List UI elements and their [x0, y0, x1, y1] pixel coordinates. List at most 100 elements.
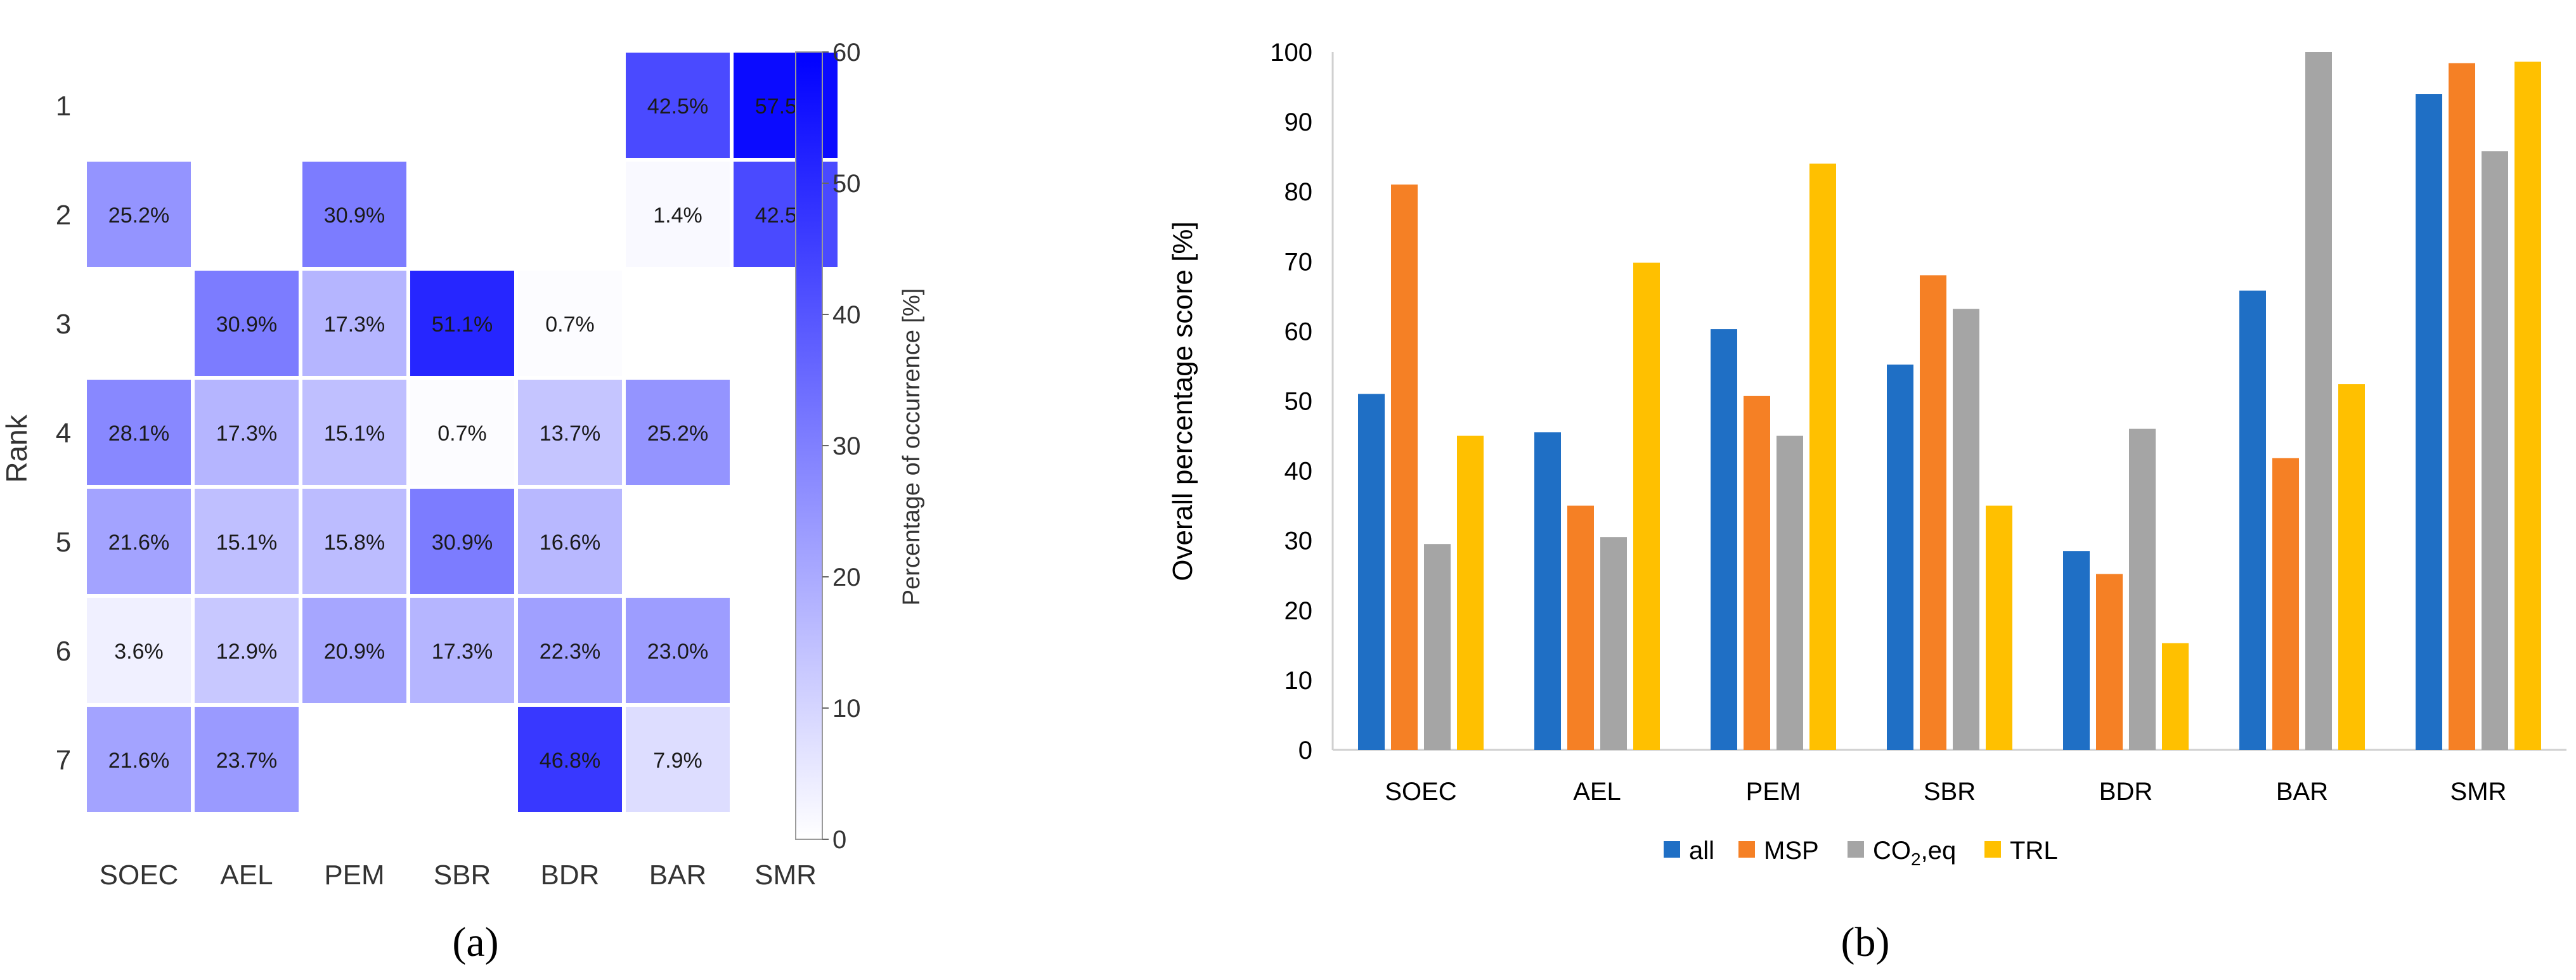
heatmap-cell: [87, 162, 191, 267]
heatmap-x-tick-label: BAR: [649, 860, 706, 891]
bar-msp: [2449, 63, 2475, 751]
bar-y-tick-label: 50: [1285, 388, 1313, 416]
legend-swatch-msp: [1738, 841, 1755, 858]
colorbar-tick-label: 40: [832, 301, 861, 329]
heatmap-cell-label: 16.6%: [540, 531, 600, 555]
heatmap-cell: [195, 707, 299, 812]
bar-all: [2239, 290, 2266, 750]
heatmap-cell-label: 51.1%: [432, 313, 493, 337]
bar-co2eq: [1600, 537, 1627, 750]
legend-label-msp: MSP: [1764, 837, 1819, 865]
panel-b-caption: (b): [1841, 919, 1890, 965]
heatmap-cell: [518, 598, 622, 703]
heatmap-y-tick-label: 1: [56, 91, 71, 122]
bar-all: [2416, 94, 2442, 750]
heatmap-cell-label: 1.4%: [653, 203, 702, 228]
bar-all: [1711, 329, 1737, 750]
heatmap-cell-label: 15.1%: [324, 422, 385, 446]
bar-y-tick-label: 100: [1270, 39, 1312, 67]
heatmap-cell: [195, 489, 299, 594]
bar-y-tick-label: 0: [1298, 737, 1312, 764]
heatmap-cell: [302, 380, 406, 485]
bar-co2eq: [1777, 435, 1803, 750]
colorbar-ticks: 0 10 20 30 40 50 60: [822, 39, 861, 854]
heatmap-y-tick-label: 5: [56, 527, 71, 558]
heatmap-cell-label: 21.6%: [108, 531, 169, 555]
bar-y-tick-label: 30: [1285, 527, 1313, 555]
heatmap-y-tick-label: 4: [56, 418, 71, 449]
heatmap-cell: [302, 271, 406, 376]
heatmap-cell-label: 30.9%: [324, 203, 385, 228]
heatmap-cell-label: 25.2%: [108, 203, 169, 228]
heatmap-y-tick-label: 3: [56, 309, 71, 340]
bar-msp: [1567, 505, 1594, 750]
bar-co2eq: [1953, 309, 1979, 751]
heatmap-cell: [410, 598, 514, 703]
heatmap-cell-label: 15.8%: [324, 531, 385, 555]
bar-trl: [2338, 384, 2365, 750]
heatmap-cell: [518, 380, 622, 485]
heatmap-x-tick-label: SOEC: [100, 860, 179, 891]
legend-label-co2eq-main: CO: [1873, 837, 1911, 865]
heatmap-cell-label: 3.6%: [114, 640, 164, 664]
bar-trl: [1457, 435, 1484, 750]
heatmap-cell: [302, 598, 406, 703]
heatmap-x-tick-label: SMR: [754, 860, 817, 891]
legend-label-all: all: [1689, 837, 1714, 865]
heatmap-cell-label: 0.7%: [545, 313, 595, 337]
bar-msp: [2096, 574, 2123, 750]
bar-msp: [1920, 275, 1946, 750]
heatmap-x-tick-label: AEL: [220, 860, 273, 891]
heatmap-cell-label: 13.7%: [540, 422, 600, 446]
heatmap-cell-label: 21.6%: [108, 749, 169, 773]
legend-swatch-all: [1664, 841, 1680, 858]
heatmap-cell: [87, 489, 191, 594]
heatmap-cell: [518, 489, 622, 594]
bar-co2eq: [1424, 544, 1451, 750]
heatmap-cell: [410, 380, 514, 485]
heatmap-y-tick-labels: 1 2 3 4 5 6 7: [56, 91, 71, 776]
bar-co2eq: [2129, 429, 2156, 750]
bar-co2eq: [2482, 151, 2508, 751]
panel-a-caption: (a): [452, 919, 498, 965]
bar-msp: [1391, 184, 1418, 750]
colorbar-tick-label: 0: [832, 826, 846, 854]
heatmap-cell-label: 30.9%: [216, 313, 277, 337]
bar-x-tick-label: SMR: [2450, 778, 2507, 806]
bar-y-axis-label: Overall percentage score [%]: [1167, 221, 1198, 581]
heatmap-x-tick-label: BDR: [541, 860, 600, 891]
heatmap-cell-label: 23.0%: [647, 640, 708, 664]
heatmap-cell: [626, 380, 730, 485]
heatmap-cell-label: 28.1%: [108, 422, 169, 446]
heatmap-cell-label: 23.7%: [216, 749, 277, 773]
colorbar: [795, 51, 823, 840]
heatmap-cell: [195, 271, 299, 376]
legend-label-co2eq-sub: 2: [1911, 849, 1921, 869]
heatmap-cell: [626, 598, 730, 703]
heatmap-cell-label: 17.3%: [432, 640, 493, 664]
heatmap-cell-label: 17.3%: [216, 422, 277, 446]
legend-label-co2eq: CO2,eq: [1873, 837, 1956, 869]
heatmap-cell-label: 7.9%: [653, 749, 702, 773]
heatmap-cell: [195, 380, 299, 485]
heatmap-cell-label: 42.5%: [647, 94, 708, 119]
bar-y-tick-label: 60: [1285, 318, 1313, 345]
bar-x-tick-label: SBR: [1924, 778, 1976, 806]
heatmap-cell: [87, 707, 191, 812]
bar-all: [1887, 364, 1913, 750]
heatmap-y-axis-label: Rank: [0, 414, 33, 482]
bar-all: [1358, 394, 1385, 750]
bar-all: [2063, 551, 2090, 750]
bar-chart-panel: 0 10 20 30 40 50 60 70 80 90 100 SOEC AEL PEM SBR BDR B…: [1167, 39, 2566, 965]
heatmap-cell-label: 30.9%: [432, 531, 493, 555]
bar-x-tick-labels: SOEC AEL PEM SBR BDR BAR SMR: [1385, 778, 2506, 806]
colorbar-tick-label: 20: [832, 564, 861, 591]
bar-co2eq: [2305, 52, 2332, 750]
bar-trl: [2162, 643, 2189, 750]
heatmap-cell: [410, 489, 514, 594]
heatmap-x-tick-label: PEM: [324, 860, 384, 891]
bar-legend: all MSP CO2,eq TRL: [1664, 837, 2058, 869]
bar-x-tick-label: SOEC: [1385, 778, 1456, 806]
heatmap-panel: 42.5% 57.5%25.2% 30.9% 1.4% 42.5%30.9% 17.3% 5…: [0, 39, 925, 965]
